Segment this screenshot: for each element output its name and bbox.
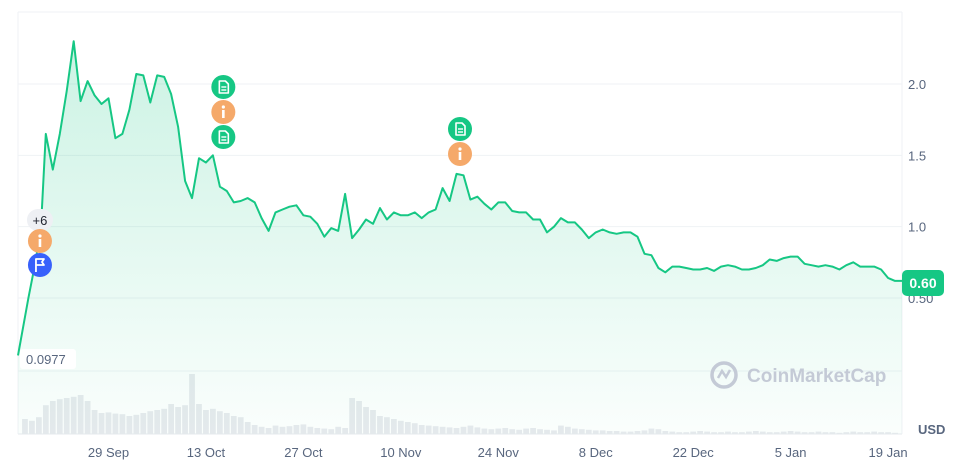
x-tick-label: 10 Nov — [380, 445, 422, 460]
x-tick-label: 5 Jan — [775, 445, 807, 460]
price-area — [18, 41, 902, 434]
x-tick-label: 29 Sep — [88, 445, 129, 460]
info-event-icon[interactable] — [448, 142, 472, 166]
x-axis-ticks: 29 Sep 13 Oct 27 Oct 10 Nov 24 Nov 8 Dec 22 De… — [88, 445, 908, 460]
x-tick-label: 13 Oct — [187, 445, 226, 460]
x-tick-label: 22 Dec — [673, 445, 715, 460]
current-value-badge: 0.60 — [902, 270, 944, 296]
y-tick-label: 1.0 — [908, 220, 926, 235]
min-value-label: 0.0977 — [26, 352, 66, 367]
unit-label: USD — [918, 422, 945, 437]
x-tick-label: 24 Nov — [478, 445, 520, 460]
min-value-marker: 0.0977 — [20, 349, 76, 369]
current-value-label: 0.60 — [909, 275, 936, 291]
info-event-icon[interactable] — [27, 229, 52, 253]
flag-event-icon[interactable] — [27, 253, 52, 277]
coinmarketcap-logo-icon — [710, 361, 738, 389]
watermark: CoinMarketCap — [710, 361, 886, 389]
price-line — [17, 40, 902, 356]
document-event-icon[interactable] — [448, 117, 472, 141]
info-event-icon[interactable] — [211, 100, 236, 124]
x-tick-label: 27 Oct — [284, 445, 323, 460]
events-overflow-badge[interactable]: +6 — [26, 209, 53, 231]
y-tick-label: 2.0 — [908, 77, 926, 92]
event-markers[interactable]: +6 — [26, 75, 472, 277]
document-event-icon[interactable] — [211, 125, 236, 149]
events-overflow-count: +6 — [33, 213, 48, 228]
y-tick-label: 1.5 — [908, 148, 926, 163]
x-tick-label: 8 Dec — [579, 445, 613, 460]
document-event-icon[interactable] — [211, 75, 236, 99]
watermark-text: CoinMarketCap — [747, 366, 886, 387]
x-tick-label: 19 Jan — [869, 445, 908, 460]
